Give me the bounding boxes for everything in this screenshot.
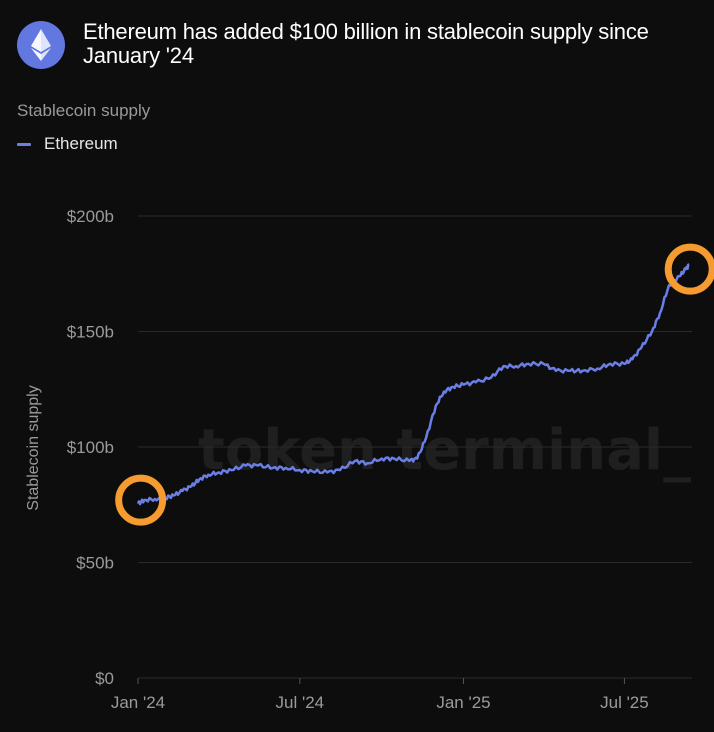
watermark: token terminal_ — [198, 418, 691, 483]
chart-subtitle: Stablecoin supply — [17, 101, 151, 120]
y-axis-title: Stablecoin supply — [25, 385, 42, 510]
x-tick-label: Jul '24 — [276, 693, 325, 712]
x-axis: Jan '24 Jul '24 Jan '25 Jul '25 — [111, 678, 649, 712]
y-tick-label: $100b — [67, 438, 114, 457]
x-tick-label: Jan '24 — [111, 693, 165, 712]
highlight-circles — [115, 243, 714, 526]
legend-swatch — [17, 142, 31, 146]
highlight-circle — [115, 474, 167, 526]
y-tick-label: $200b — [67, 207, 114, 226]
y-tick-label: $50b — [76, 554, 114, 573]
series-line-ethereum — [136, 263, 690, 506]
y-tick-label: $150b — [67, 323, 114, 342]
legend[interactable]: Ethereum — [17, 134, 118, 154]
legend-label: Ethereum — [44, 134, 118, 153]
chart-title: Ethereum has added $100 billion in stabl… — [83, 19, 649, 68]
x-tick-label: Jan '25 — [436, 693, 490, 712]
x-tick-label: Jul '25 — [600, 693, 649, 712]
gridlines — [138, 215, 692, 679]
ethereum-logo-icon — [17, 21, 65, 69]
y-tick-label: $0 — [95, 669, 114, 688]
highlight-circle — [664, 243, 714, 295]
y-axis: $0 $50b $100b $150b $200b — [67, 207, 114, 688]
